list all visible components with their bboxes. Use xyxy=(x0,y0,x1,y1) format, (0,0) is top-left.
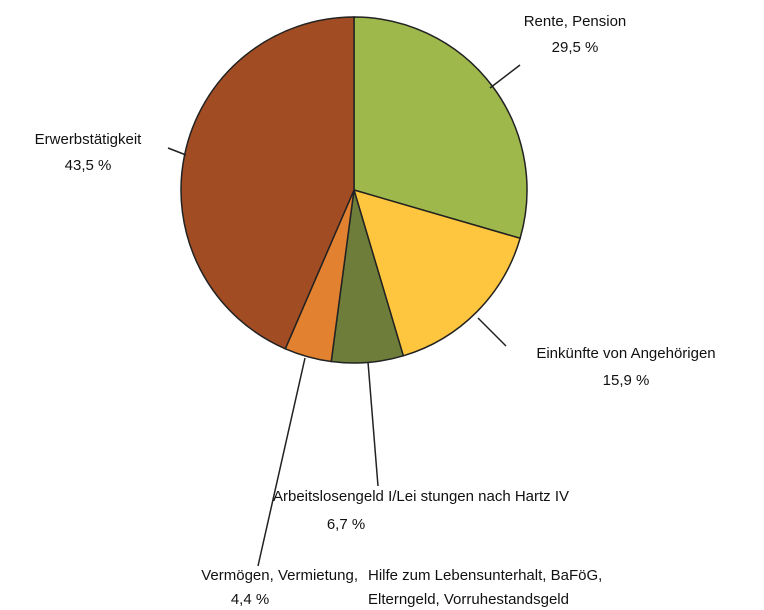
value-label: 6,7 % xyxy=(327,516,365,533)
slice-label: Hilfe zum Lebensunterhalt, BaFöG, xyxy=(368,567,602,584)
leader-line xyxy=(257,357,306,567)
slice-label: Vermögen, Vermietung, xyxy=(201,567,358,584)
value-label: 29,5 % xyxy=(552,39,599,56)
leader-line xyxy=(167,147,187,156)
slice-label: Rente, Pension xyxy=(524,13,627,30)
leader-line xyxy=(367,361,379,487)
value-label: 4,4 % xyxy=(231,591,269,608)
pie-slice xyxy=(352,188,522,357)
leader-line xyxy=(477,317,507,347)
slice-label: Elterngeld, Vorruhestandsgeld xyxy=(368,591,569,608)
value-label: 15,9 % xyxy=(603,372,650,389)
leader-line xyxy=(489,64,521,89)
slice-label: Einkünfte von Angehörigen xyxy=(536,345,715,362)
slice-label: Arbeitslosengeld I/Lei stungen nach Hart… xyxy=(273,488,569,505)
value-label: 43,5 % xyxy=(65,157,112,174)
slice-label: Erwerbstätigkeit xyxy=(35,131,143,148)
